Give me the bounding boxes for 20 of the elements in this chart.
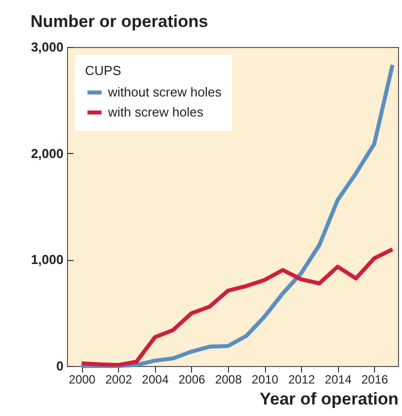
y-tick-label: 0 (56, 358, 64, 374)
y-tick-label: 1,000 (30, 252, 64, 268)
y-tick-label: 3,000 (30, 40, 64, 54)
x-tick-label: 2010 (252, 372, 279, 386)
x-tick-label: 2000 (68, 372, 96, 386)
legend-label: without screw holes (107, 84, 222, 100)
chart-title: Number or operations (30, 12, 208, 31)
x-tick-label: 2014 (324, 372, 352, 386)
legend-title: CUPS (85, 63, 122, 78)
legend-label: with screw holes (107, 104, 204, 120)
line-series (80, 247, 395, 367)
x-tick-label: 2012 (288, 372, 316, 386)
x-axis-title: Year of operation (260, 390, 398, 408)
x-tick-label: 2016 (361, 372, 388, 386)
x-tick-label: 2008 (215, 372, 242, 386)
x-tick-label: 2004 (142, 372, 169, 386)
x-tick-label: 2006 (178, 372, 206, 386)
x-tick-label: 2002 (105, 372, 132, 386)
y-tick-label: 2,000 (30, 146, 64, 161)
line-series (80, 62, 395, 368)
